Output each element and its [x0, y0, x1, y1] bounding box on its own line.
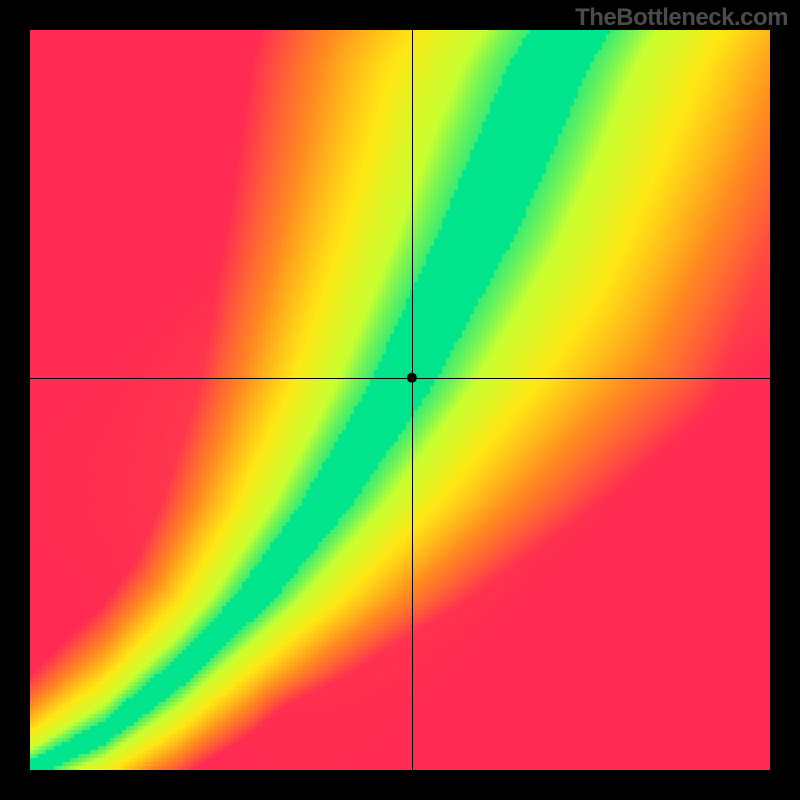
- chart-container: TheBottleneck.com: [0, 0, 800, 800]
- heatmap-canvas: [30, 30, 770, 770]
- watermark-text: TheBottleneck.com: [575, 4, 788, 32]
